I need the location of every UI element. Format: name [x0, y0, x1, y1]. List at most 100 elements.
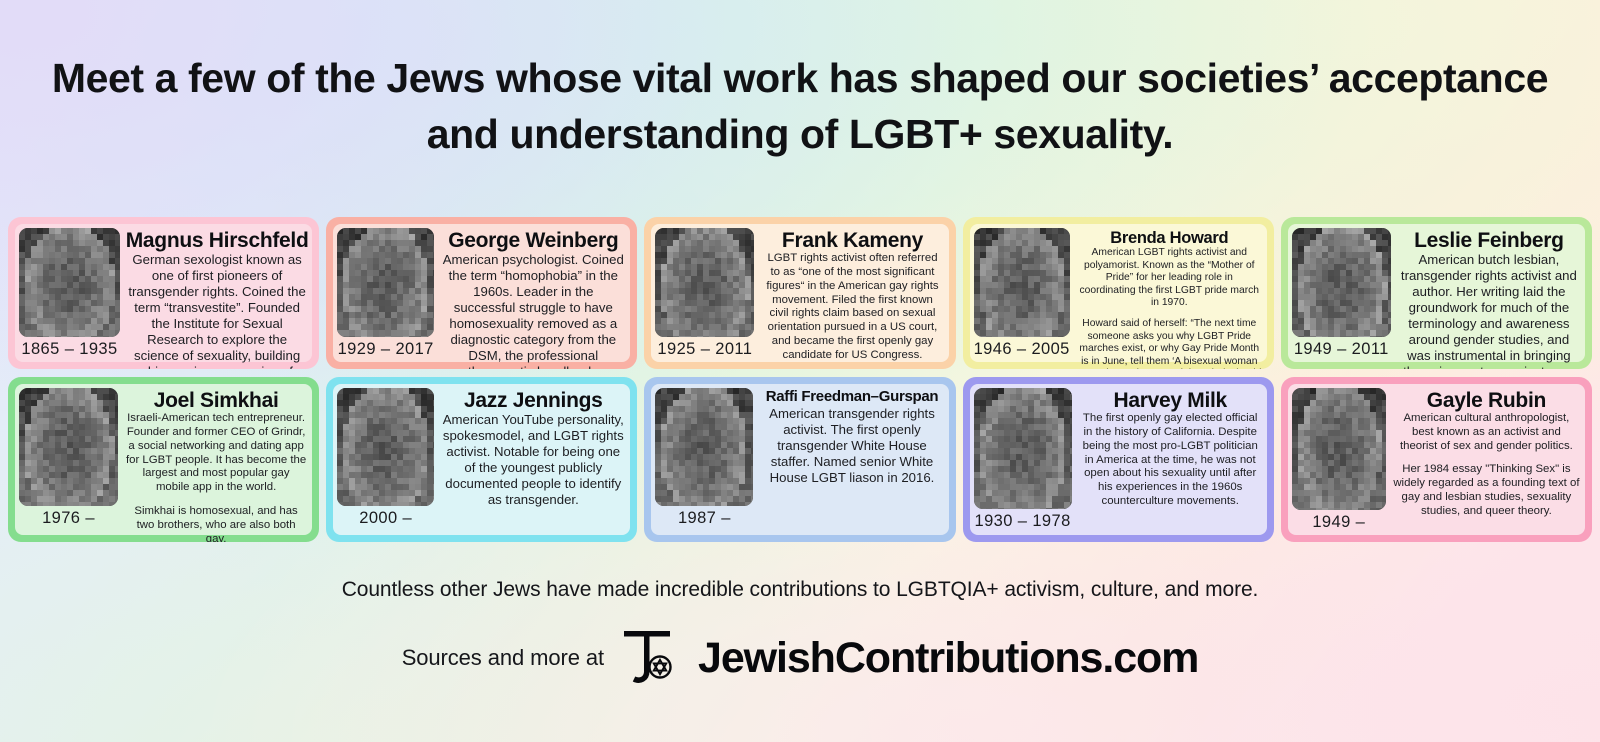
bio-paragraph: Her 1984 essay "Thinking Sex" is widely … [1393, 463, 1580, 517]
text-column: Brenda Howard American LGBT rights activi… [1077, 228, 1262, 369]
sources-label: Sources and more at [401, 645, 605, 670]
photo-column: 1949 – [1291, 388, 1386, 532]
person-bio: American YouTube personality, spokesmode… [441, 412, 625, 508]
person-card-inner: 1865 – 1935 Magnus Hirschfeld German sexol… [15, 224, 313, 369]
portrait-raffi-freedman-gurspan [655, 388, 754, 506]
lifespan: 1976 – [42, 509, 95, 527]
person-name: Brenda Howard [1110, 229, 1229, 247]
bio-paragraph: American psychologist. Coined the term “… [442, 252, 624, 369]
person-name: Jazz Jennings [464, 389, 603, 412]
person-card: 1987 – Raffi Freedman–Gurspan American tra… [644, 377, 956, 542]
bio-paragraph: American cultural anthropologist, best k… [1399, 412, 1573, 452]
portrait-george-weinberg [337, 228, 435, 337]
person-card: 1925 – 2011 Frank Kameny LGBT rights activ… [644, 217, 956, 369]
person-name: Frank Kameny [781, 229, 924, 252]
text-column: Frank Kameny LGBT rights activist often r… [761, 228, 943, 361]
photo-column: 1946 – 2005 [974, 228, 1070, 359]
lifespan: 1987 – [677, 509, 731, 527]
person-bio: The first openly gay elected official in… [1079, 412, 1262, 509]
photo-column: 1925 – 2011 [655, 228, 755, 359]
star-of-david-logo [622, 627, 680, 689]
portrait-gayle-rubin [1291, 388, 1386, 510]
bio-paragraph: Howard said of herself: “The next time s… [1077, 318, 1261, 369]
person-card-inner: 1987 – Raffi Freedman–Gurspan American tra… [651, 384, 949, 535]
footer-brand: Sources and more at JewishContributions.… [0, 627, 1600, 689]
text-column: Harvey Milk The first openly gay elected … [1079, 388, 1262, 532]
person-card-inner: 1976 – Joel Simkhai Israeli-American tech … [15, 384, 313, 542]
lifespan: 1949 – 2011 [1293, 340, 1389, 358]
portrait-magnus-hirschfeld [19, 228, 120, 337]
person-card-inner: 1946 – 2005 Brenda Howard American LGBT ri… [969, 224, 1267, 369]
bio-paragraph: Israeli-American tech entrepreneur. Foun… [125, 412, 307, 494]
person-bio: German sexologist known as one of first … [127, 252, 307, 369]
person-card-inner: 1929 – 2017 George Weinberg American psych… [333, 224, 631, 369]
lifespan: 1946 – 2005 [973, 340, 1070, 358]
person-name: Joel Simkhai [153, 389, 279, 412]
text-column: Jazz Jennings American YouTube personalit… [441, 388, 625, 532]
photo-column: 2000 – [337, 388, 435, 532]
lifespan: 1930 – 1978 [974, 512, 1071, 530]
text-column: Leslie Feinberg American butch lesbian, t… [1398, 228, 1580, 369]
text-column: Joel Simkhai Israeli-American tech entrep… [125, 388, 307, 542]
photo-column: 1949 – 2011 [1291, 228, 1391, 359]
lifespan: 1925 – 2011 [657, 340, 753, 358]
people-card-grid: 1865 – 1935 Magnus Hirschfeld German sexol… [8, 217, 1592, 542]
text-column: Raffi Freedman–Gurspan American transgend… [760, 388, 943, 532]
photo-column: 1976 – [19, 388, 118, 532]
photo-column: 1930 – 1978 [973, 388, 1072, 532]
bio-paragraph: German sexologist known as one of first … [128, 252, 306, 369]
person-bio: Israeli-American tech entrepreneur. Foun… [125, 412, 307, 542]
portrait-leslie-feinberg [1291, 228, 1391, 337]
person-bio: American butch lesbian, transgender righ… [1398, 252, 1580, 369]
photo-column: 1929 – 2017 [337, 228, 435, 359]
lifespan: 1929 – 2017 [337, 340, 434, 358]
person-card-inner: 1925 – 2011 Frank Kameny LGBT rights activ… [651, 224, 949, 362]
person-name: Leslie Feinberg [1414, 229, 1564, 252]
person-card: 1865 – 1935 Magnus Hirschfeld German sexol… [8, 217, 320, 369]
bio-paragraph: American LGBT rights activist and polyam… [1079, 247, 1260, 309]
portrait-joel-simkhai [19, 388, 118, 506]
text-column: Magnus Hirschfeld German sexologist known… [125, 228, 309, 369]
portrait-brenda-howard [973, 228, 1070, 337]
person-card-inner: 1949 – 2011 Leslie Feinberg American butch… [1287, 224, 1585, 369]
person-card: 1929 – 2017 George Weinberg American psych… [326, 217, 638, 369]
text-column: George Weinberg American psychologist. Co… [441, 228, 625, 369]
portrait-frank-kameny [655, 228, 755, 337]
portrait-harvey-milk [973, 388, 1072, 509]
person-name: Raffi Freedman–Gurspan [765, 388, 939, 405]
bio-paragraph: The first openly gay elected official in… [1082, 412, 1258, 508]
lifespan: 2000 – [359, 509, 413, 527]
bio-paragraph: LGBT rights activist often referred to a… [766, 252, 939, 361]
bio-paragraph: American transgender rights activist. Th… [769, 405, 935, 485]
bio-paragraph: American YouTube personality, spokesmode… [442, 412, 624, 508]
person-card-inner: 2000 – Jazz Jennings American YouTube pers… [333, 384, 631, 535]
person-card-inner: 1930 – 1978 Harvey Milk The first openly g… [969, 384, 1267, 535]
person-card: 1949 – 2011 Leslie Feinberg American butch… [1280, 217, 1592, 369]
person-card: 1946 – 2005 Brenda Howard American LGBT ri… [962, 217, 1274, 369]
portrait-jazz-jennings [337, 388, 435, 506]
person-card-inner: 1949 – Gayle Rubin American cultural anthr… [1287, 384, 1585, 535]
bio-paragraph: American butch lesbian, transgender righ… [1400, 252, 1577, 369]
page-title: Meet a few of the Jews whose vital work … [51, 55, 1549, 158]
photo-column: 1865 – 1935 [19, 228, 120, 359]
person-bio: LGBT rights activist often referred to a… [761, 252, 943, 363]
person-card: 1949 – Gayle Rubin American cultural anthr… [1280, 377, 1592, 542]
footer-note: Countless other Jews have made incredibl… [341, 578, 1259, 601]
person-card: 1930 – 1978 Harvey Milk The first openly g… [962, 377, 1274, 542]
person-bio: American transgender rights activist. Th… [760, 406, 943, 486]
person-name: Magnus Hirschfeld [125, 229, 309, 252]
person-bio: American psychologist. Coined the term “… [441, 252, 625, 369]
lifespan: 1949 – [1312, 513, 1366, 531]
person-name: George Weinberg [448, 229, 619, 252]
brand-name: JewishContributions.com [698, 633, 1199, 682]
person-card: 2000 – Jazz Jennings American YouTube pers… [326, 377, 638, 542]
person-bio: American LGBT rights activist and polyam… [1077, 247, 1262, 369]
person-bio: American cultural anthropologist, best k… [1393, 412, 1580, 519]
text-column: Gayle Rubin American cultural anthropolog… [1393, 388, 1580, 532]
bio-paragraph: Simkhai is homosexual, and has two broth… [134, 504, 298, 542]
person-name: Gayle Rubin [1426, 389, 1547, 412]
photo-column: 1987 – [655, 388, 754, 532]
person-name: Harvey Milk [1113, 389, 1227, 412]
